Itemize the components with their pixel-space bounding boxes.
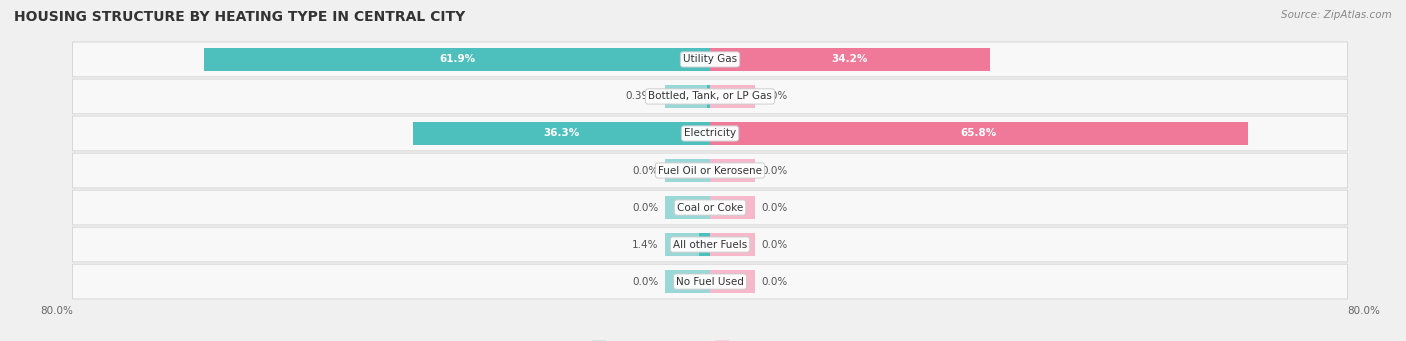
Bar xyxy=(710,122,755,145)
Text: 0.0%: 0.0% xyxy=(762,203,787,212)
Text: No Fuel Used: No Fuel Used xyxy=(676,277,744,286)
Text: Fuel Oil or Kerosene: Fuel Oil or Kerosene xyxy=(658,165,762,176)
FancyBboxPatch shape xyxy=(73,153,1347,188)
Bar xyxy=(665,85,710,108)
Text: Source: ZipAtlas.com: Source: ZipAtlas.com xyxy=(1281,10,1392,20)
FancyBboxPatch shape xyxy=(73,227,1347,262)
Text: 65.8%: 65.8% xyxy=(960,129,997,138)
Bar xyxy=(710,159,755,182)
Bar xyxy=(710,48,990,71)
Bar xyxy=(665,270,710,293)
Text: Coal or Coke: Coal or Coke xyxy=(676,203,744,212)
Text: 1.4%: 1.4% xyxy=(633,239,658,250)
FancyBboxPatch shape xyxy=(73,116,1347,151)
Text: 34.2%: 34.2% xyxy=(831,55,868,64)
FancyBboxPatch shape xyxy=(73,42,1347,77)
FancyBboxPatch shape xyxy=(73,79,1347,114)
Bar xyxy=(710,122,1247,145)
Text: Bottled, Tank, or LP Gas: Bottled, Tank, or LP Gas xyxy=(648,91,772,102)
Text: Electricity: Electricity xyxy=(683,129,737,138)
Bar xyxy=(710,85,755,108)
Text: 0.0%: 0.0% xyxy=(633,277,658,286)
Bar xyxy=(413,122,710,145)
Bar xyxy=(665,196,710,219)
Bar xyxy=(707,85,710,108)
Bar xyxy=(710,48,755,71)
FancyBboxPatch shape xyxy=(73,190,1347,225)
Text: HOUSING STRUCTURE BY HEATING TYPE IN CENTRAL CITY: HOUSING STRUCTURE BY HEATING TYPE IN CEN… xyxy=(14,10,465,24)
Text: 0.39%: 0.39% xyxy=(626,91,658,102)
Text: Utility Gas: Utility Gas xyxy=(683,55,737,64)
Bar xyxy=(699,233,710,256)
Text: 0.0%: 0.0% xyxy=(762,239,787,250)
Bar xyxy=(710,270,755,293)
Text: 0.0%: 0.0% xyxy=(762,277,787,286)
Text: All other Fuels: All other Fuels xyxy=(673,239,747,250)
Text: 0.0%: 0.0% xyxy=(633,203,658,212)
Text: 61.9%: 61.9% xyxy=(439,55,475,64)
Text: 0.0%: 0.0% xyxy=(762,91,787,102)
FancyBboxPatch shape xyxy=(73,264,1347,299)
Bar xyxy=(710,196,755,219)
Bar xyxy=(710,233,755,256)
Bar xyxy=(665,48,710,71)
Text: 0.0%: 0.0% xyxy=(633,165,658,176)
Bar xyxy=(665,233,710,256)
Bar xyxy=(204,48,710,71)
Text: 0.0%: 0.0% xyxy=(762,165,787,176)
Bar xyxy=(665,159,710,182)
Text: 36.3%: 36.3% xyxy=(544,129,579,138)
Bar xyxy=(665,122,710,145)
